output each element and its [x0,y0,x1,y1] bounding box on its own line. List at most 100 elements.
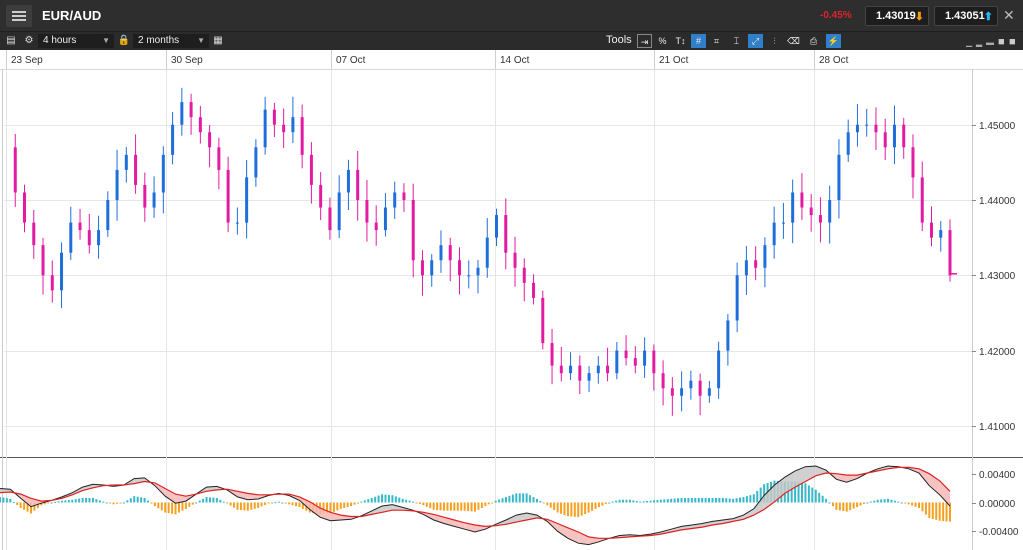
candle-body [208,132,212,148]
grid-icon[interactable]: # [691,34,706,48]
macd-fill [784,470,796,494]
tools-label[interactable]: Tools [606,34,632,46]
macd-fill [82,484,93,491]
candle-body [124,154,128,170]
candle-body [106,200,110,231]
draw-line-icon[interactable]: ⤢ [748,34,763,48]
macd-fill [939,480,950,507]
crosshair-icon[interactable]: ⌗ [713,36,720,46]
macd-histogram-bar [446,502,449,511]
fibonacci-icon[interactable]: ⫶ [773,36,776,46]
candle-body [23,192,27,223]
candle-body [97,230,101,246]
macd-histogram-bar [174,502,177,515]
macd-histogram-bar [405,499,408,503]
signal-line [0,466,951,539]
chart-toolbar: ▤ ⚙ 4 hours ▼ 🔒 2 months ▼ ▦ Tools ⇥ % T… [0,32,1023,50]
macd-histogram-bar [611,501,614,503]
candle-body [948,230,952,276]
maximize-icon[interactable]: ■ [998,36,1005,48]
macd-fill [392,504,403,511]
macd-histogram-bar [949,502,951,522]
macd-histogram-bar [191,502,194,505]
macd-histogram-bar [226,502,229,504]
macd-histogram-bar [487,502,490,505]
lock-icon[interactable]: 🔒 [117,35,131,46]
eraser-icon[interactable]: ⌫ [787,36,800,46]
buy-price-button[interactable]: 1.43051 ⬆ [934,6,998,26]
macd-histogram-bar [343,502,346,508]
x-tick-label: 30 Sep [171,55,203,66]
macd-histogram-bar [924,502,927,515]
menu-icon[interactable] [6,5,32,27]
restore-icon[interactable]: ▬ [986,38,994,47]
candle-body [365,200,369,223]
macd-line [0,465,951,546]
macd-histogram-bar [504,497,507,503]
macd-histogram-bar [29,502,32,514]
text-tool-button[interactable]: T↕ [675,36,686,46]
macd-histogram-bar [728,498,731,503]
price-chart[interactable]: 23 Sep 30 Sep 07 Oct 14 Oct 21 Oct 28 Oct 1.45… [0,50,1023,550]
macd-histogram-bar [222,501,225,503]
macd-histogram-bar [215,497,218,503]
macd-histogram-bar [639,501,642,503]
candle-body [883,132,887,148]
macd-histogram-bar [601,502,604,506]
macd-histogram-bar [109,502,112,504]
macd-histogram-bar [398,497,401,503]
candle-body [763,245,767,268]
macd-histogram-bar [511,494,514,503]
macd-histogram-bar [229,502,232,506]
macd-histogram-bar [401,498,404,503]
macd-histogram-bar [264,502,267,505]
sell-price: 1.43019 [876,10,916,22]
candle-body [263,109,267,148]
macd-histogram-bar [897,501,900,503]
scroll-end-icon[interactable]: ⇥ [637,34,652,48]
sell-price-button[interactable]: 1.43019 ⬇ [865,6,929,26]
percent-scale-button[interactable]: % [658,36,667,46]
indicator-icon[interactable]: ⚡ [826,34,841,48]
interval-select[interactable]: 4 hours ▼ [38,34,114,48]
close-icon[interactable]: ✕ [1003,7,1015,23]
chart-area[interactable]: 23 Sep 30 Sep 07 Oct 14 Oct 21 Oct 28 Oct 1.45… [0,50,1023,550]
macd-histogram-bar [656,500,659,503]
candle-body [272,109,276,125]
candle-body [189,102,193,118]
candle-body [282,124,286,133]
macd-histogram-bar [539,500,542,503]
macd-histogram-bar [694,497,697,503]
macd-histogram-bar [370,497,373,503]
candle-body [439,245,443,261]
gear-icon[interactable]: ⚙ [24,35,34,46]
minimize-icon[interactable]: ▁ [966,38,973,47]
macd-histogram-bar [714,497,717,503]
print-icon[interactable]: ⎙ [809,36,818,46]
minimize-icon[interactable]: ▂ [976,38,983,47]
macd-histogram-bar [329,502,332,514]
candle-body [69,222,73,253]
candle-type-icon[interactable]: ⌶ [733,36,740,46]
keyboard-icon[interactable]: ▤ [6,35,16,46]
candle-body [171,124,175,155]
macd-histogram-bar [122,502,125,504]
macd-histogram-bar [453,502,456,511]
macd-histogram-bar [377,495,380,503]
macd-histogram-bar [560,502,563,514]
period-select[interactable]: 2 months ▼ [133,34,209,48]
macd-histogram-bar [64,500,67,503]
macd-histogram-bar [900,502,903,504]
macd-histogram-bar [188,502,191,507]
macd-histogram-bar [711,497,714,503]
calendar-icon[interactable]: ▦ [213,35,223,46]
macd-histogram-bar [246,502,249,511]
maximize-icon[interactable]: ■ [1009,36,1016,48]
macd-histogram-bar [281,502,284,504]
candle-body [800,192,804,208]
macd-histogram-bar [239,502,242,511]
macd-histogram-bar [918,502,921,508]
macd-fill [671,526,682,532]
macd-histogram-bar [167,502,170,514]
macd-histogram-bar [129,498,132,503]
